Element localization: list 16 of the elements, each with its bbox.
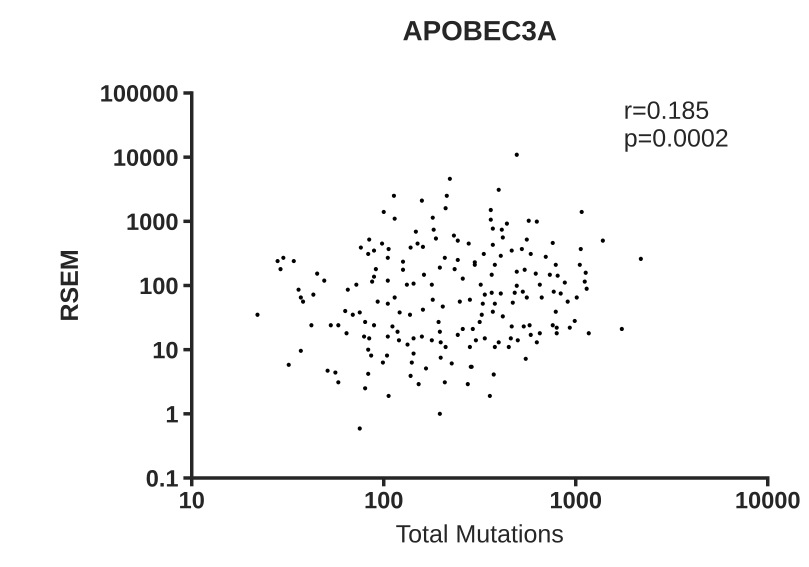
x-tick-label: 100 xyxy=(366,492,402,509)
x-tick-label: 10000 xyxy=(736,492,800,509)
y-tick-label: 100000 xyxy=(101,85,178,102)
x-axis-title: Total Mutations xyxy=(396,524,563,543)
x-tick-label: 10 xyxy=(180,492,204,509)
annotation: p=0.0002 xyxy=(625,129,728,152)
y-tick-label: 1000 xyxy=(128,213,178,230)
y-tick-label: 0.1 xyxy=(146,470,178,487)
y-tick-label: 10000 xyxy=(114,149,178,166)
y-tick-label: 10 xyxy=(154,342,178,358)
x-tick-label: 1000 xyxy=(550,492,602,509)
annotation: r=0.185 xyxy=(625,101,708,120)
y-axis-title: RSEM xyxy=(60,251,78,320)
chart-title: APOBEC3A xyxy=(403,20,556,41)
y-tick-label: 1 xyxy=(166,406,178,422)
y-tick-label: 100 xyxy=(140,278,178,294)
